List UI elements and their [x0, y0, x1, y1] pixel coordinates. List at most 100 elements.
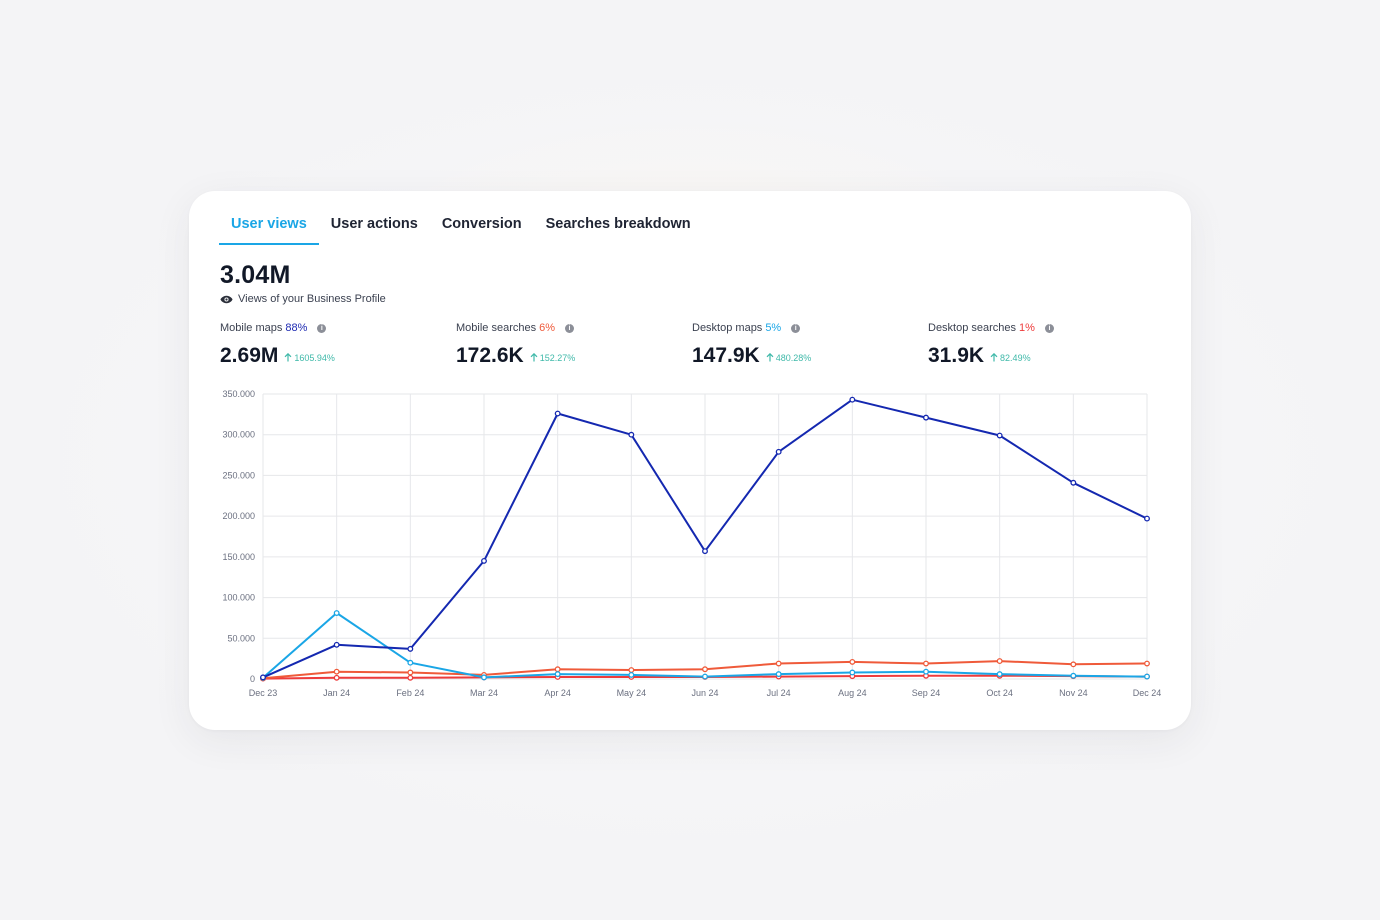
data-point-desktop-maps[interactable]: [481, 674, 487, 681]
arrow-up-icon: [766, 353, 774, 362]
data-point-mobile-searches[interactable]: [407, 669, 414, 676]
total-views-value: 3.04M: [220, 261, 291, 289]
metric-share: 5%: [765, 322, 782, 334]
arrow-up-icon: [990, 353, 998, 362]
data-point-mobile-searches[interactable]: [775, 660, 782, 667]
x-tick-label: Jan 24: [323, 688, 350, 698]
data-point-mobile-searches[interactable]: [996, 658, 1003, 665]
eye-icon: [220, 295, 233, 303]
x-tick-label: Jul 24: [767, 688, 791, 698]
x-tick-label: Dec 23: [249, 688, 278, 698]
line-chart: 0 50.000 100.000 150.000 200.000 250.000 300.0…: [222, 389, 1162, 698]
data-point-mobile-maps[interactable]: [923, 414, 929, 421]
data-point-desktop-maps[interactable]: [849, 669, 856, 676]
metric-share: 6%: [539, 322, 555, 334]
metric-mobile-maps: Mobile maps 88% i 2.69M 1605.94%: [220, 321, 440, 368]
data-point-mobile-maps[interactable]: [1070, 479, 1077, 486]
data-point-mobile-maps[interactable]: [1144, 515, 1150, 522]
data-point-desktop-maps[interactable]: [1070, 672, 1077, 679]
y-tick-label: 100.000: [222, 593, 255, 603]
metric-desktop-maps: Desktop maps 5% i 147.9K 480.28%: [692, 321, 912, 368]
metric-share: 1%: [1019, 322, 1035, 334]
metric-value: 172.6K: [456, 344, 524, 367]
metric-value: 2.69M: [220, 344, 279, 367]
metric-value: 31.9K: [928, 344, 985, 367]
data-point-desktop-maps[interactable]: [1144, 673, 1150, 680]
metric-label: Mobile searches: [456, 322, 537, 334]
x-tick-label: Feb 24: [396, 688, 424, 698]
data-point-mobile-maps[interactable]: [554, 410, 561, 417]
data-point-mobile-searches[interactable]: [554, 666, 561, 673]
data-point-desktop-maps[interactable]: [407, 659, 414, 666]
total-views-subtitle-text: Views of your Business Profile: [238, 293, 386, 305]
metric-change: 152.27%: [539, 352, 576, 363]
data-point-desktop-maps[interactable]: [333, 610, 340, 616]
data-point-desktop-maps[interactable]: [554, 671, 561, 678]
info-icon[interactable]: i: [1044, 323, 1054, 333]
data-point-mobile-searches[interactable]: [702, 666, 708, 673]
tab-searches-breakdown[interactable]: Searches breakdown: [545, 216, 691, 232]
y-tick-label: 300.000: [222, 430, 255, 440]
x-tick-label: Aug 24: [838, 688, 867, 698]
y-tick-label: 200.000: [222, 511, 255, 521]
metric-label: Mobile maps: [220, 322, 283, 334]
info-icon[interactable]: i: [565, 323, 574, 333]
metric-share: 88%: [285, 322, 308, 334]
y-tick-label: 250.000: [222, 470, 255, 480]
arrow-up-icon: [530, 353, 538, 362]
data-point-desktop-maps[interactable]: [628, 671, 635, 678]
metric-desktop-searches: Desktop searches 1% i 31.9K 82.49%: [928, 321, 1148, 368]
metric-label: Desktop searches: [928, 322, 1017, 334]
data-point-mobile-maps[interactable]: [260, 674, 266, 681]
data-point-desktop-maps[interactable]: [775, 671, 782, 678]
info-icon[interactable]: i: [791, 323, 801, 333]
metric-trend: 82.49%: [990, 353, 1031, 363]
arrow-up-icon: [284, 353, 292, 362]
info-icon[interactable]: i: [317, 323, 327, 333]
data-point-mobile-searches[interactable]: [333, 668, 340, 675]
tab-user-views[interactable]: User views: [219, 207, 319, 245]
data-point-mobile-searches[interactable]: [1070, 661, 1077, 668]
data-point-desktop-maps[interactable]: [702, 673, 708, 680]
y-tick-label: 50.000: [227, 633, 255, 643]
x-tick-label: Oct 24: [986, 688, 1013, 698]
metric-change: 480.28%: [775, 352, 812, 363]
data-point-mobile-maps[interactable]: [481, 557, 487, 564]
x-tick-label: Jun 24: [691, 688, 718, 698]
metric-mobile-searches: Mobile searches 6% i 172.6K 152.27%: [456, 321, 676, 368]
y-tick-label: 0: [250, 674, 255, 684]
x-tick-label: Nov 24: [1059, 688, 1088, 698]
data-point-mobile-maps[interactable]: [628, 431, 635, 438]
metric-value: 147.9K: [692, 344, 760, 367]
data-point-mobile-searches[interactable]: [1144, 660, 1150, 667]
data-point-mobile-searches[interactable]: [923, 660, 929, 667]
y-tick-label: 350.000: [222, 389, 255, 399]
data-point-desktop-searches[interactable]: [333, 674, 340, 681]
data-point-mobile-maps[interactable]: [333, 641, 340, 648]
data-point-mobile-maps[interactable]: [849, 396, 856, 403]
x-tick-label: May 24: [617, 688, 647, 698]
tab-conversion[interactable]: Conversion: [441, 216, 522, 232]
data-point-mobile-searches[interactable]: [628, 667, 635, 673]
metric-trend: 1605.94%: [284, 353, 335, 363]
data-point-desktop-maps[interactable]: [923, 668, 929, 675]
x-tick-label: Mar 24: [470, 688, 498, 698]
x-tick-label: Sep 24: [912, 688, 941, 698]
stats-card: User views User actions Conversion Searc…: [189, 191, 1191, 730]
metric-change: 82.49%: [1000, 352, 1031, 363]
metric-change: 1605.94%: [294, 352, 335, 363]
tab-bar: User views User actions Conversion Searc…: [219, 207, 703, 245]
metric-trend: 480.28%: [766, 352, 812, 363]
x-tick-label: Dec 24: [1133, 688, 1162, 698]
data-point-desktop-maps[interactable]: [996, 671, 1003, 678]
metric-label: Desktop maps: [692, 322, 763, 334]
data-point-mobile-searches[interactable]: [849, 658, 856, 665]
data-point-mobile-maps[interactable]: [775, 448, 782, 455]
data-point-mobile-maps[interactable]: [407, 645, 414, 652]
data-point-mobile-maps[interactable]: [996, 432, 1003, 439]
data-point-mobile-maps[interactable]: [702, 548, 708, 555]
metric-trend: 152.27%: [530, 352, 576, 363]
tab-user-actions[interactable]: User actions: [330, 216, 418, 232]
data-point-desktop-searches[interactable]: [407, 674, 414, 681]
x-tick-label: Apr 24: [544, 688, 571, 698]
